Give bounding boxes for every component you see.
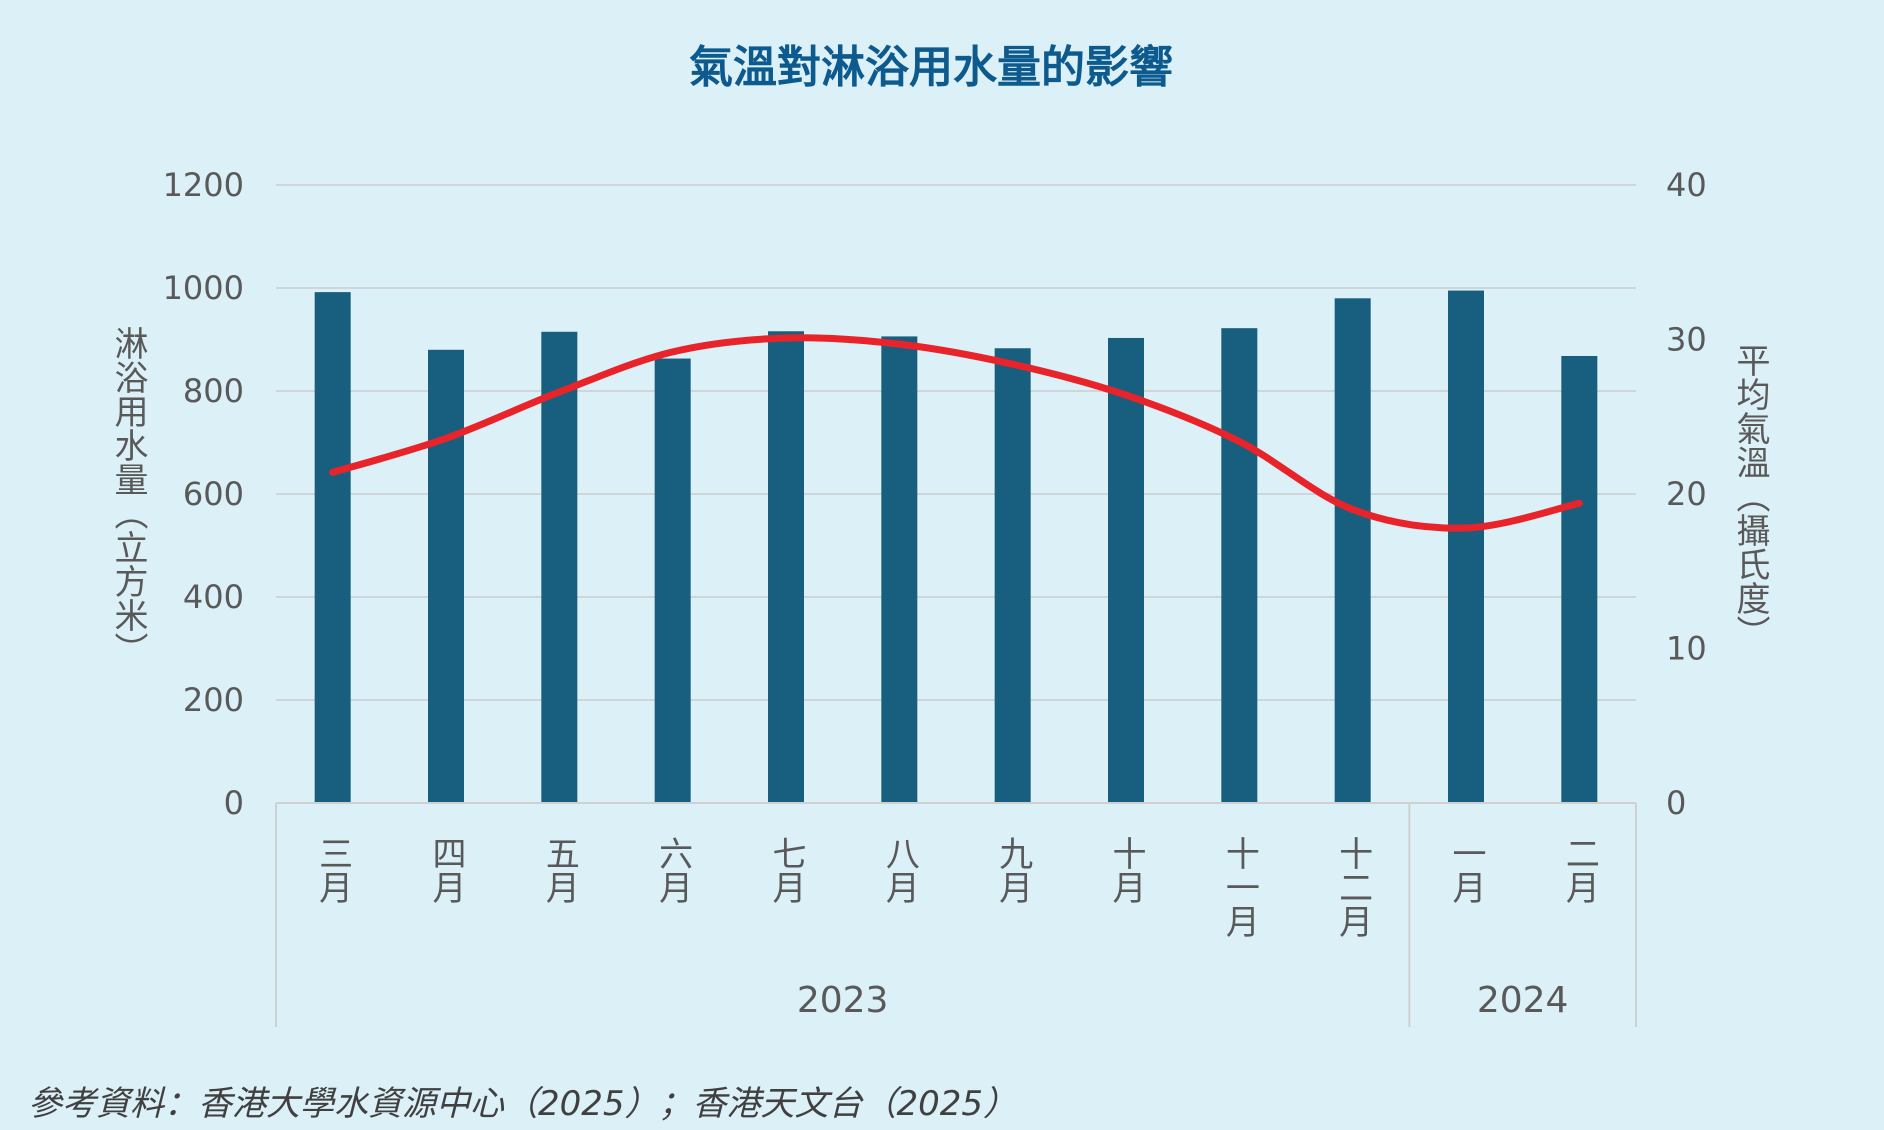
left-tick-label: 1000 <box>163 269 244 307</box>
bar <box>1334 298 1371 803</box>
y-axis-label-right: 平均氣溫（攝氏度） <box>1730 343 1770 649</box>
bar <box>1108 337 1144 803</box>
bar <box>428 349 464 803</box>
right-tick-label: 30 <box>1666 321 1707 359</box>
bar <box>314 292 351 803</box>
month-label: 五月 <box>539 836 579 904</box>
chart-title: 氣溫對淋浴用水量的影響 <box>689 42 1173 93</box>
left-tick-label: 1200 <box>163 166 244 204</box>
bar <box>541 331 578 803</box>
year-group-label: 2023 <box>797 980 889 1021</box>
year-group-label: 2024 <box>1477 980 1569 1021</box>
left-tick-label: 600 <box>183 475 244 513</box>
bar <box>768 331 804 803</box>
month-label: 七月 <box>766 836 806 904</box>
bar <box>994 348 1031 803</box>
right-tick-label: 0 <box>1666 784 1686 822</box>
month-label: 十月 <box>1106 836 1146 904</box>
bar-series <box>314 290 1598 803</box>
x-axis: 2023 2024 三月 四月 五月 六月 七月 八月 九月 十月 十一月 十二月 一月 二月 <box>275 802 1637 1027</box>
month-label: 十二月 <box>1333 836 1373 938</box>
month-label: 九月 <box>993 836 1033 904</box>
source-note: 參考資料：香港大學水資源中心（2025）；香港天文台（2025） <box>28 1084 1018 1124</box>
bar <box>881 336 918 803</box>
bar <box>654 358 691 803</box>
bar <box>1221 328 1258 803</box>
y-axis-label-left: 淋浴用水量（立方米） <box>108 326 148 666</box>
left-tick-label: 400 <box>183 578 244 616</box>
left-tick-label: 200 <box>183 681 244 719</box>
right-tick-label: 40 <box>1666 166 1707 204</box>
right-tick-label: 10 <box>1666 630 1707 668</box>
temperature-series <box>329 334 1583 532</box>
month-label: 十一月 <box>1219 836 1259 938</box>
month-label: 三月 <box>313 836 353 904</box>
month-label: 八月 <box>879 836 919 904</box>
left-tick-label: 800 <box>183 372 244 410</box>
month-label: 六月 <box>653 836 693 904</box>
gridlines <box>276 184 1636 701</box>
month-label: 二月 <box>1559 836 1599 904</box>
bar <box>1561 355 1598 803</box>
right-tick-label: 20 <box>1666 475 1707 513</box>
left-tick-label: 0 <box>224 784 244 822</box>
month-label: 四月 <box>426 836 466 904</box>
right-axis-ticks: 0 10 20 30 40 <box>1666 166 1707 822</box>
bar <box>1448 290 1484 803</box>
left-axis-ticks: 0 200 400 600 800 1000 1200 <box>163 166 244 822</box>
temperature-line <box>329 334 1583 532</box>
month-label: 一月 <box>1446 836 1486 904</box>
